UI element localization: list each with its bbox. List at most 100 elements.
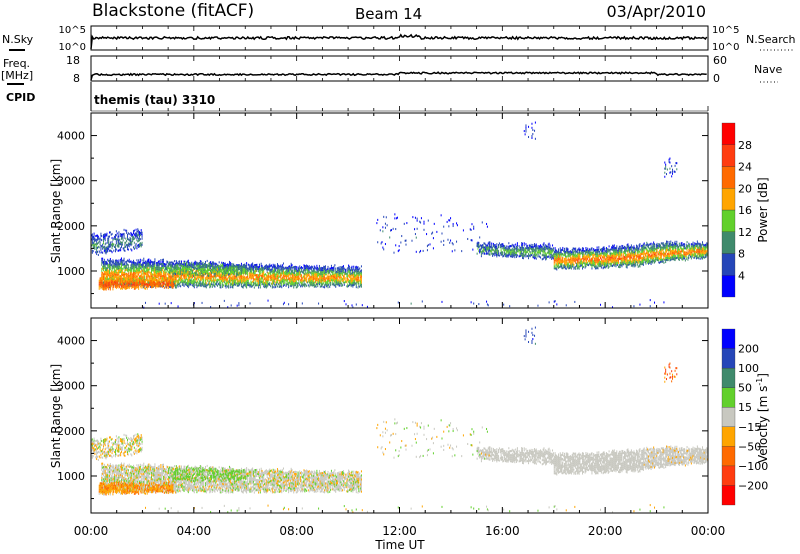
power-cell bbox=[287, 266, 289, 269]
power-cell bbox=[576, 249, 578, 252]
power-cell bbox=[130, 277, 132, 280]
power-cell bbox=[585, 261, 587, 264]
power-cell bbox=[264, 281, 266, 284]
power-cell bbox=[182, 263, 184, 266]
power-cell bbox=[324, 283, 326, 286]
power-cell bbox=[594, 261, 596, 264]
power-cell bbox=[311, 273, 313, 276]
power-cell bbox=[328, 277, 330, 280]
power-cell bbox=[551, 257, 553, 260]
power-cell bbox=[504, 247, 506, 250]
power-cell bbox=[117, 265, 119, 268]
power-cell bbox=[560, 261, 562, 264]
power-cell bbox=[113, 281, 115, 284]
power-cell bbox=[312, 266, 314, 269]
power-cell bbox=[510, 255, 512, 258]
power-cell bbox=[318, 269, 320, 272]
power-cell bbox=[222, 268, 224, 271]
power-cell bbox=[310, 284, 312, 287]
power-cell bbox=[615, 259, 617, 262]
power-cell bbox=[556, 258, 558, 261]
power-cell bbox=[586, 261, 588, 264]
power-cell bbox=[564, 260, 566, 263]
power-cell bbox=[276, 285, 278, 288]
power-cell bbox=[477, 245, 479, 248]
power-cell bbox=[174, 264, 176, 267]
power-cell bbox=[558, 252, 560, 255]
power-cell bbox=[117, 243, 119, 246]
power-cell bbox=[296, 286, 298, 289]
power-cell bbox=[108, 259, 110, 262]
power-cell bbox=[303, 268, 305, 271]
power-cell bbox=[328, 279, 330, 282]
power-cell bbox=[198, 274, 200, 277]
power-cell bbox=[127, 278, 129, 281]
power-cell bbox=[163, 269, 165, 272]
power-cell bbox=[330, 268, 332, 271]
power-cell bbox=[323, 279, 325, 282]
power-cell bbox=[298, 273, 300, 276]
power-cell bbox=[564, 259, 566, 262]
power-cell bbox=[170, 282, 172, 285]
power-cell bbox=[111, 277, 113, 280]
power-cell bbox=[611, 262, 613, 265]
power-cell bbox=[570, 267, 572, 270]
power-cell bbox=[195, 273, 197, 276]
power-cell bbox=[107, 277, 109, 280]
power-cell bbox=[212, 281, 214, 284]
power-cell bbox=[597, 259, 599, 262]
power-cell bbox=[354, 273, 356, 276]
power-cell bbox=[575, 255, 577, 258]
power-cell bbox=[101, 285, 103, 288]
power-cell bbox=[312, 278, 314, 281]
power-cell bbox=[102, 267, 104, 270]
power-cell bbox=[200, 269, 202, 272]
power-cell bbox=[240, 277, 242, 280]
power-cell bbox=[264, 277, 266, 280]
power-cell bbox=[144, 261, 146, 264]
power-cell bbox=[322, 271, 324, 274]
power-cell bbox=[599, 252, 601, 255]
power-cell bbox=[321, 285, 323, 288]
power-cell bbox=[123, 247, 125, 250]
power-cell bbox=[333, 269, 335, 272]
power-cell bbox=[297, 268, 299, 271]
power-cell bbox=[354, 269, 356, 272]
power-cell bbox=[189, 272, 191, 275]
power-cell bbox=[126, 263, 128, 266]
power-cell bbox=[359, 273, 361, 276]
power-cell bbox=[606, 251, 608, 254]
power-cell bbox=[252, 272, 254, 275]
power-cell bbox=[587, 247, 589, 250]
power-cell bbox=[132, 273, 134, 276]
power-cell bbox=[536, 245, 538, 248]
power-cell bbox=[510, 251, 512, 254]
power-cell bbox=[125, 283, 127, 286]
power-cell bbox=[598, 262, 600, 265]
power-cell bbox=[554, 249, 556, 252]
power-cell bbox=[161, 279, 163, 282]
power-cell bbox=[241, 281, 243, 284]
power-cell bbox=[185, 273, 187, 276]
power-cell bbox=[145, 265, 147, 268]
power-cell bbox=[160, 282, 162, 285]
power-cell bbox=[257, 280, 259, 283]
power-cell bbox=[120, 285, 122, 288]
power-cell bbox=[249, 275, 251, 278]
power-cell bbox=[106, 285, 108, 288]
power-cell bbox=[341, 272, 343, 275]
power-cell bbox=[118, 265, 120, 268]
power-cell bbox=[106, 283, 108, 286]
power-cell bbox=[349, 271, 351, 274]
power-cell bbox=[150, 261, 152, 264]
power-cell bbox=[136, 235, 138, 238]
power-cell bbox=[534, 256, 536, 259]
power-cell bbox=[179, 276, 181, 279]
power-cell bbox=[591, 253, 593, 256]
power-cell bbox=[544, 254, 546, 257]
power-cell bbox=[584, 250, 586, 253]
power-cell bbox=[174, 284, 176, 287]
power-cell bbox=[588, 248, 590, 251]
power-cell bbox=[209, 261, 211, 264]
power-cell bbox=[553, 259, 555, 262]
